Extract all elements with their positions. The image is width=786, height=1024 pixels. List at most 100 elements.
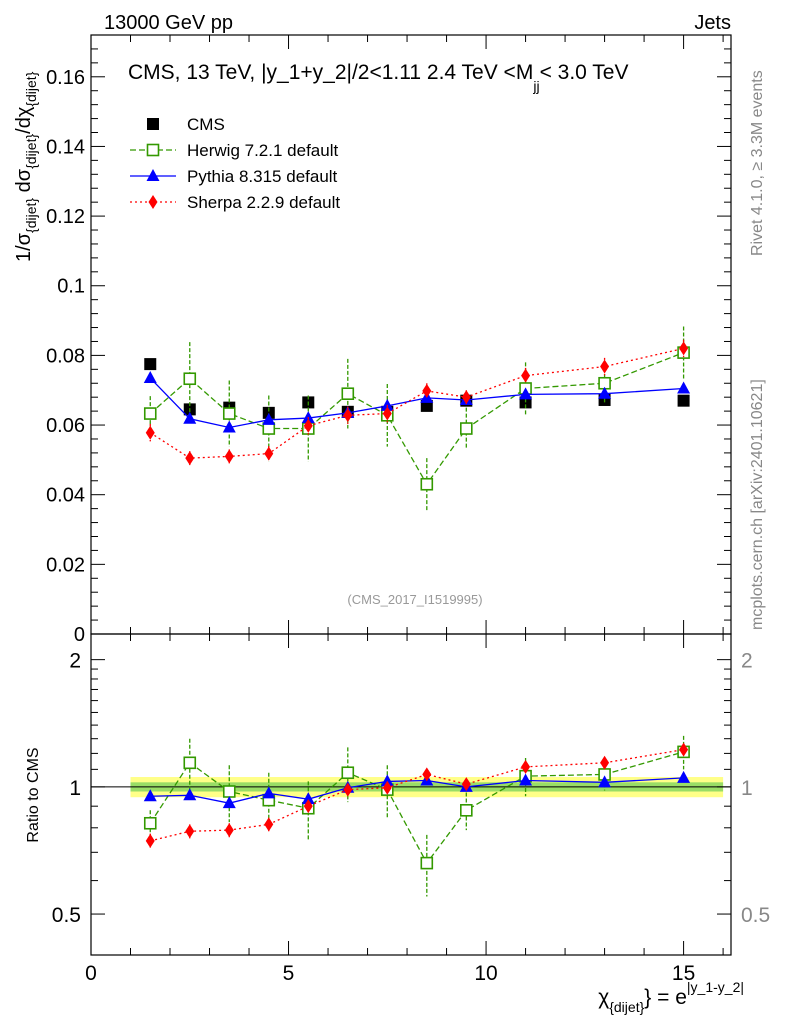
- herwig-point: [420, 477, 434, 491]
- ratio-frame: [90, 633, 732, 956]
- y-axis-title-part: {dijet}: [23, 198, 39, 233]
- pythia-point: [677, 381, 691, 394]
- herwig-point: [460, 422, 473, 435]
- pythia-line: [150, 777, 684, 804]
- sherpa-point: [600, 755, 610, 770]
- category-label: Jets: [694, 12, 731, 34]
- herwig-point: [341, 387, 355, 401]
- main-panel: 00.020.040.060.080.10.120.140.161/σ{dije…: [13, 34, 732, 646]
- main-y-tick-label: 0.12: [46, 206, 85, 228]
- legend-marker-cms: [147, 118, 159, 130]
- legend: CMS Herwig 7.2.1 default Pythia 8.315 defa…: [130, 115, 340, 212]
- x-tick-label: 5: [283, 962, 295, 985]
- main-y-tick-label: 0.16: [46, 67, 85, 89]
- pythia-point: [677, 770, 691, 783]
- legend-label-sherpa: Sherpa 2.2.9 default: [187, 193, 340, 212]
- x-axis-title: χ{dijet}} = e|y_1-y_2|: [598, 979, 744, 1015]
- herwig-point: [222, 785, 236, 798]
- pythia-point: [262, 786, 276, 799]
- herwig-point: [341, 766, 355, 780]
- sherpa-point: [600, 359, 610, 374]
- ratio-y-tick-label: 2: [69, 650, 81, 673]
- pythia-point: [222, 796, 236, 809]
- legend-marker-herwig: [146, 143, 160, 157]
- y-axis-title-part: {dijet}: [23, 134, 39, 169]
- pythia-point: [519, 773, 533, 786]
- herwig-line: [149, 751, 684, 865]
- sherpa-line: [149, 347, 684, 459]
- main-y-axis-title: 1/σ{dijet} dσ{dijet}/dχ{dijet}: [13, 71, 39, 262]
- plot-title: CMS, 13 TeV, |y_1+y_2|/2<1.11 2.4 TeV <M…: [128, 61, 629, 94]
- sherpa-point: [422, 767, 432, 782]
- pythia-point: [262, 412, 276, 425]
- sherpa-point: [679, 341, 689, 356]
- plot-title-tail: < 3.0 TeV: [540, 61, 629, 84]
- plot-title-main: CMS, 13 TeV, |y_1+y_2|/2<1.11 2.4 TeV <M: [128, 61, 533, 84]
- cms-point: [420, 399, 433, 412]
- sherpa-point: [185, 824, 195, 839]
- pythia-point: [143, 371, 157, 384]
- main-y-tick-label: 0.14: [46, 136, 85, 158]
- y-axis-title-part: dσ: [13, 168, 35, 198]
- pythia-point: [380, 774, 394, 787]
- pythia-line: [149, 377, 684, 429]
- sherpa-point: [224, 823, 234, 838]
- sherpa-point: [679, 742, 689, 757]
- pythia-point: [183, 411, 197, 424]
- sherpa-point: [343, 408, 353, 423]
- cms-point: [144, 358, 157, 371]
- x-axis-title-part: χ: [598, 986, 609, 1009]
- sherpa-point: [224, 449, 234, 464]
- ratio-panel: 0.5 0.5 1 1 2 2 0 5 10 15 Ratio to CMS χ{dijet}} = …: [25, 633, 770, 1015]
- herwig-point: [460, 804, 473, 817]
- pythia-point: [598, 775, 612, 788]
- y-axis-title-part: {dijet}: [23, 71, 39, 106]
- main-y-tick-label: 0.08: [46, 345, 85, 367]
- main-y-tick-label: 0.1: [57, 276, 85, 298]
- legend-label-cms: CMS: [187, 115, 225, 134]
- pythia-point: [519, 387, 533, 400]
- herwig-point: [183, 756, 197, 770]
- pythia-point: [301, 792, 315, 805]
- rivet-label: Rivet 4.1.0, ≥ 3.3M events: [749, 70, 766, 256]
- site-label: mcplots.cern.ch [arXiv:2401.10621]: [749, 379, 766, 630]
- ratio-y-tick-label: 1: [69, 777, 81, 800]
- main-y-tick-label: 0.02: [46, 554, 85, 576]
- sherpa-point: [521, 368, 531, 383]
- x-tick-label: 15: [672, 962, 695, 985]
- sherpa-point: [343, 782, 353, 797]
- x-axis-title-part: |y_1-y_2|: [687, 979, 744, 995]
- legend-marker-pythia: [146, 169, 160, 181]
- sherpa-point: [382, 780, 392, 795]
- x-tick-label: 10: [474, 962, 497, 985]
- x-axis-title-part: } = e: [644, 986, 687, 1009]
- analysis-id: (CMS_2017_I1519995): [347, 592, 482, 607]
- pythia-point: [598, 386, 612, 399]
- cms-point: [677, 394, 690, 407]
- sherpa-point: [461, 777, 471, 792]
- pythia-point: [222, 420, 236, 433]
- sherpa-line: [150, 748, 684, 842]
- energy-label: 13000 GeV pp: [104, 12, 233, 34]
- ratio-y-tick-label-right: 2: [741, 650, 753, 673]
- ratio-y-axis-title: Ratio to CMS: [25, 747, 42, 842]
- sherpa-point: [461, 390, 471, 405]
- y-axis-title-part: /dχ: [13, 106, 35, 134]
- herwig-point: [143, 816, 157, 830]
- sherpa-point: [185, 451, 195, 466]
- ratio-y-tick-label-right: 0.5: [741, 904, 770, 927]
- sherpa-point: [264, 817, 274, 832]
- sherpa-point: [303, 418, 313, 433]
- sherpa-point: [382, 406, 392, 421]
- herwig-point: [222, 407, 236, 420]
- pythia-point: [183, 788, 197, 801]
- legend-label-herwig: Herwig 7.2.1 default: [187, 141, 338, 160]
- legend-marker-sherpa: [148, 195, 158, 209]
- pythia-point: [143, 789, 157, 802]
- sherpa-point: [264, 446, 274, 461]
- sherpa-point: [422, 383, 432, 398]
- y-axis-title-part: 1/σ: [13, 232, 35, 262]
- main-y-tick-label: 0.04: [46, 485, 85, 507]
- ratio-y-tick-label: 0.5: [52, 904, 81, 927]
